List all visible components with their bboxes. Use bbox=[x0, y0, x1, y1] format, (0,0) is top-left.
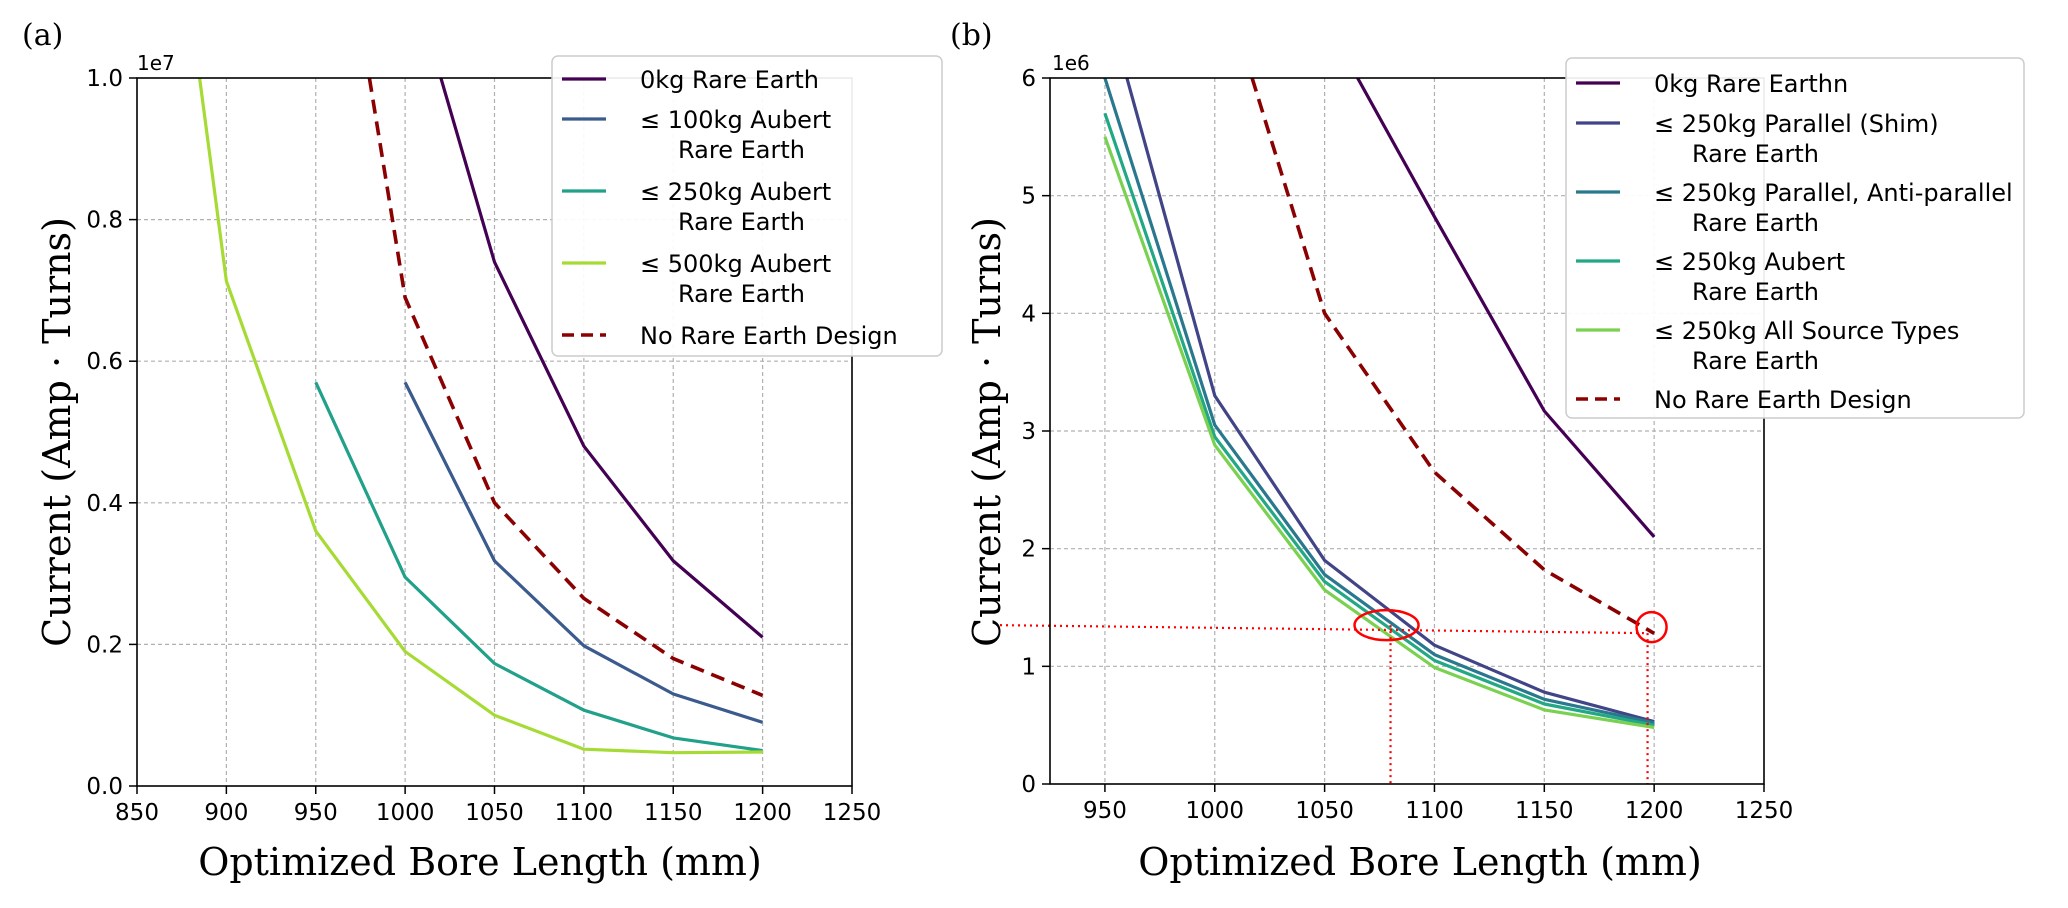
chart-panel-b: (b) 950 1000 1050 1100 1150 1200 1250 0123456 … bbox=[950, 18, 2025, 884]
x-tick-label: 1050 bbox=[465, 800, 524, 826]
series-line-3 bbox=[1103, 78, 1655, 725]
y-ticks-b: 0 1 2 3 4 5 6 bbox=[1021, 66, 1050, 798]
series-line-5 bbox=[1103, 136, 1655, 730]
x-tick-label: 1200 bbox=[733, 800, 792, 826]
series-line-6 bbox=[1250, 78, 1656, 635]
x-tick-label: 950 bbox=[294, 800, 338, 826]
x-tick-label: 900 bbox=[204, 800, 248, 826]
x-ticks-b: 950 1000 1050 1100 1150 1200 1250 bbox=[1083, 784, 1793, 824]
x-tick-label: 1100 bbox=[1405, 798, 1464, 824]
series-line-1 bbox=[1356, 78, 1656, 538]
legend-label: ≤ 250kg All Source Types bbox=[1654, 317, 1959, 345]
y-tick-label: 1.0 bbox=[86, 66, 123, 92]
legend-label: 0kg Rare Earthn bbox=[1654, 70, 1848, 98]
legend-label-line2: Rare Earth bbox=[1692, 347, 1819, 375]
legend-label: 0kg Rare Earth bbox=[640, 66, 819, 94]
series-line-5 bbox=[367, 78, 764, 698]
x-tick-label: 1050 bbox=[1295, 798, 1354, 824]
series-group-b bbox=[1103, 78, 1656, 730]
y-ticks-a: 0.0 0.2 0.4 0.6 0.8 1.0 bbox=[86, 66, 137, 800]
series-line-4 bbox=[198, 78, 763, 755]
legend-label-line2: Rare Earth bbox=[1692, 140, 1819, 168]
panel-label-b: (b) bbox=[950, 18, 993, 53]
x-tick-label: 850 bbox=[115, 800, 159, 826]
annotations-b bbox=[999, 608, 1668, 784]
legend-item-1: 0kg Rare Earthn bbox=[1576, 70, 1848, 98]
highlight-circle bbox=[1635, 610, 1668, 644]
legend-label: ≤ 250kg Parallel (Shim) bbox=[1654, 110, 1939, 138]
y-tick-label: 6 bbox=[1021, 66, 1036, 92]
y-tick-label: 0.4 bbox=[86, 491, 123, 517]
legend-item-6: No Rare Earth Design bbox=[1576, 386, 1912, 414]
y-tick-label: 5 bbox=[1021, 184, 1036, 210]
x-tick-label: 1250 bbox=[1735, 798, 1794, 824]
series-line-2 bbox=[403, 381, 764, 724]
legend-label: ≤ 250kg Aubert bbox=[640, 178, 831, 206]
legend-label: ≤ 500kg Aubert bbox=[640, 250, 831, 278]
legend-label: No Rare Earth Design bbox=[1654, 386, 1912, 414]
series-line-3 bbox=[314, 381, 763, 753]
x-axis-label-b: Optimized Bore Length (mm) bbox=[1138, 840, 1702, 884]
y-axis-label-a: Current (Amp · Turns) bbox=[35, 217, 79, 647]
legend-label-line2: Rare Earth bbox=[678, 136, 805, 164]
y-tick-label: 0.2 bbox=[86, 632, 123, 658]
y-multiplier-a: 1e7 bbox=[137, 51, 175, 75]
y-tick-label: 3 bbox=[1021, 419, 1036, 445]
x-tick-label: 1250 bbox=[823, 800, 882, 826]
legend-box-a bbox=[551, 55, 943, 357]
x-tick-label: 1100 bbox=[555, 800, 614, 826]
legend-item-1: 0kg Rare Earth bbox=[562, 66, 819, 94]
x-tick-label: 1150 bbox=[1515, 798, 1574, 824]
panel-label-a: (a) bbox=[22, 18, 63, 53]
y-tick-label: 0.0 bbox=[86, 774, 123, 800]
highlight-ellipse bbox=[1353, 608, 1420, 642]
chart-panel-a: (a) 850 900 950 1000 1050 1100 1150 1200 1250 0.… bbox=[22, 18, 943, 884]
y-tick-label: 4 bbox=[1021, 301, 1036, 327]
series-line-4 bbox=[1103, 112, 1655, 727]
reference-line bbox=[999, 624, 1648, 635]
legend-label-line2: Rare Earth bbox=[678, 208, 805, 236]
legend-label: No Rare Earth Design bbox=[640, 322, 898, 350]
legend-label: ≤ 250kg Aubert bbox=[1654, 248, 1845, 276]
legend-label-line2: Rare Earth bbox=[678, 280, 805, 308]
legend-b: 0kg Rare Earthn≤ 250kg Parallel (Shim)Ra… bbox=[1565, 57, 2025, 419]
x-tick-label: 1000 bbox=[376, 800, 435, 826]
x-tick-label: 950 bbox=[1083, 798, 1127, 824]
y-tick-label: 0.6 bbox=[86, 349, 123, 375]
legend-label-line2: Rare Earth bbox=[1692, 278, 1819, 306]
y-tick-label: 2 bbox=[1021, 537, 1036, 563]
series-line-2 bbox=[1125, 78, 1655, 724]
legend-label: ≤ 250kg Parallel, Anti-parallel bbox=[1654, 179, 2013, 207]
y-multiplier-b: 1e6 bbox=[1052, 51, 1090, 75]
series-line-1 bbox=[439, 78, 764, 639]
x-ticks-a: 850 900 950 1000 1050 1100 1150 1200 1250 bbox=[115, 786, 881, 826]
x-axis-label-a: Optimized Bore Length (mm) bbox=[198, 840, 762, 884]
series-group-a bbox=[198, 78, 764, 755]
y-tick-label: 1 bbox=[1021, 654, 1036, 680]
y-tick-label: 0.8 bbox=[86, 208, 123, 234]
y-axis-label-b: Current (Amp · Turns) bbox=[965, 217, 1009, 647]
x-tick-label: 1150 bbox=[644, 800, 703, 826]
legend-item-5: No Rare Earth Design bbox=[562, 322, 898, 350]
legend-box-b bbox=[1565, 57, 2025, 419]
y-tick-label: 0 bbox=[1021, 772, 1036, 798]
x-tick-label: 1000 bbox=[1185, 798, 1244, 824]
x-tick-label: 1200 bbox=[1625, 798, 1684, 824]
legend-label-line2: Rare Earth bbox=[1692, 209, 1819, 237]
legend-item-2: ≤ 250kg Parallel (Shim)Rare Earth bbox=[1576, 110, 1939, 168]
legend-label: ≤ 100kg Aubert bbox=[640, 106, 831, 134]
grid-b bbox=[1050, 78, 1764, 784]
